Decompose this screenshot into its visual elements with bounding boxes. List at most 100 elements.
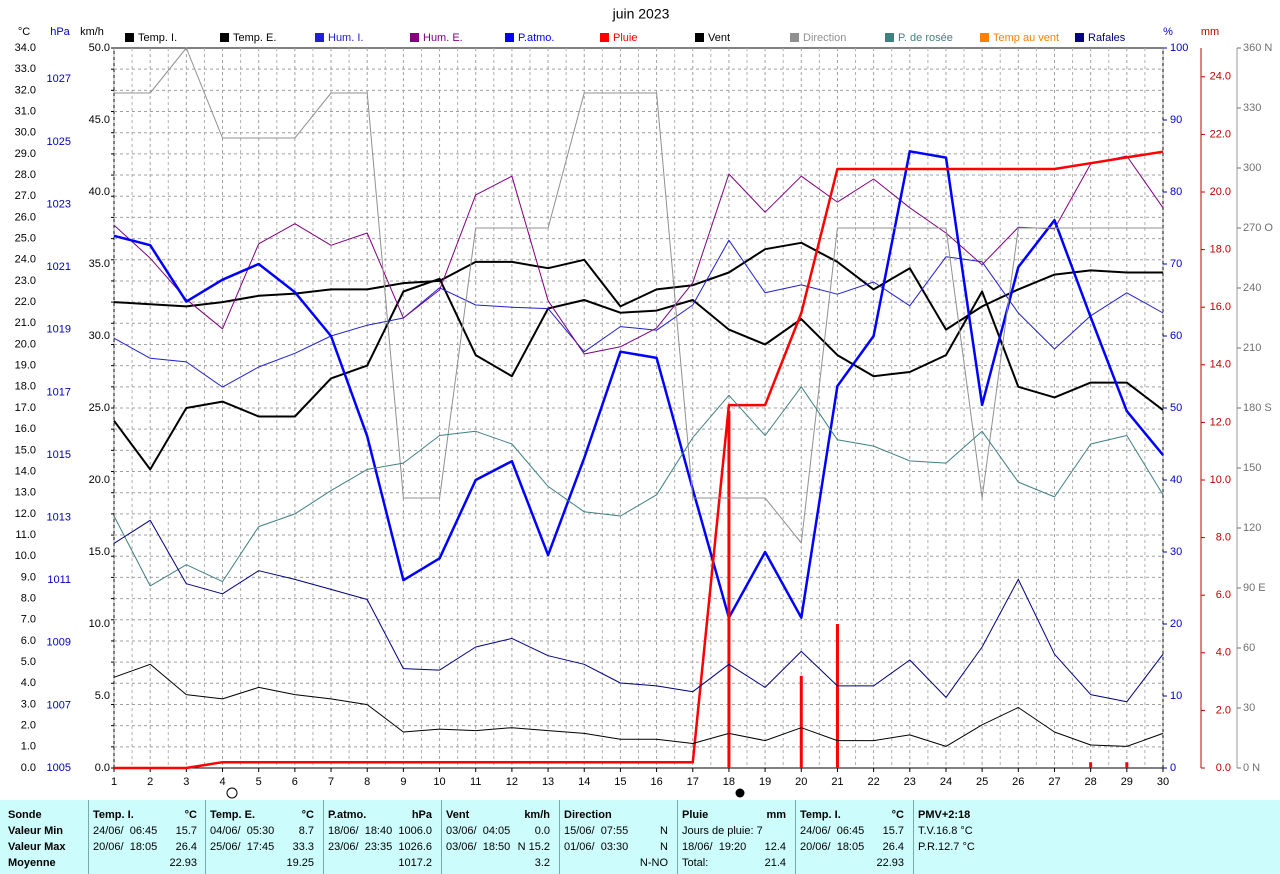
cell-left: 15/06/ 07:55: [564, 825, 629, 837]
tick-label: 15.0: [15, 444, 36, 456]
tick-label: 28.0: [15, 169, 36, 181]
column-unit: km/h: [524, 809, 550, 821]
tick-label: 90: [1170, 114, 1182, 126]
tick-label: 9.0: [21, 571, 36, 583]
tick-label: 2.0: [21, 720, 36, 732]
tick-label: 50.0: [89, 42, 110, 54]
rain-bar: [1089, 762, 1093, 768]
tick-label: 60: [1243, 642, 1255, 654]
tick-label: 1011: [47, 574, 71, 586]
x-tick-label: 4: [219, 776, 225, 788]
column-separator: [677, 800, 678, 874]
legend-swatch: [1075, 33, 1084, 42]
tick-label: 4.0: [1216, 647, 1231, 659]
tick-label: 12.0: [1210, 416, 1231, 428]
legend-swatch: [885, 33, 894, 42]
x-tick-label: 17: [687, 776, 699, 788]
x-tick-label: 14: [578, 776, 590, 788]
moon-phase: [226, 787, 238, 799]
legend-swatch: [220, 33, 229, 42]
cell-left: 20/06/ 18:05: [93, 841, 158, 853]
cell-right: 1006.0: [398, 825, 432, 837]
x-tick-label: 2: [147, 776, 153, 788]
cell-left: Jours de pluie: 7: [682, 825, 763, 837]
column-unit: °C: [891, 809, 904, 821]
tick-label: 20.0: [89, 474, 110, 486]
tick-label: 1025: [47, 136, 71, 148]
column-head: Temp. I.: [800, 809, 841, 821]
legend-swatch: [315, 33, 324, 42]
cell-left: 18/06/ 19:20: [682, 841, 747, 853]
tick-label: 12.0: [15, 508, 36, 520]
tick-label: 0 N: [1243, 762, 1260, 774]
tick-label: 29.0: [15, 148, 36, 160]
axis-title: mm: [1201, 26, 1219, 38]
tick-label: 270 O: [1243, 222, 1273, 234]
legend-swatch: [125, 33, 134, 42]
legend-label: Temp. I.: [138, 32, 177, 44]
tick-label: 10.0: [1210, 474, 1231, 486]
tick-label: 120: [1243, 522, 1261, 534]
x-tick-label: 5: [256, 776, 262, 788]
tick-label: 1019: [47, 324, 71, 336]
legend-label: Hum. E.: [423, 32, 463, 44]
x-tick-label: 10: [433, 776, 445, 788]
tick-label: 80: [1170, 186, 1182, 198]
tick-label: 22.0: [15, 296, 36, 308]
tick-label: 33.0: [15, 63, 36, 75]
tick-label: 18.0: [1210, 244, 1231, 256]
tick-label: 5.0: [95, 690, 110, 702]
tick-label: 0.0: [1216, 762, 1231, 774]
x-tick-label: 26: [1012, 776, 1024, 788]
tick-label: 3.0: [21, 698, 36, 710]
x-tick-label: 12: [506, 776, 518, 788]
axis-title: %: [1163, 26, 1173, 38]
tick-label: 7.0: [21, 614, 36, 626]
tick-label: 26.0: [15, 211, 36, 223]
series-line: [113, 519, 1164, 703]
cell-right: 22.93: [876, 857, 904, 869]
cell-left: 03/06/ 04:05: [446, 825, 511, 837]
tick-label: 18.0: [15, 381, 36, 393]
series-line: [113, 150, 1164, 619]
legend-swatch: [600, 33, 609, 42]
x-tick-label: 6: [292, 776, 298, 788]
tick-label: 330: [1243, 102, 1261, 114]
series-line: [113, 386, 1164, 587]
cell-left: T.V.16.8 °C: [918, 825, 973, 837]
series-line: [113, 277, 1164, 471]
cell-left: 20/06/ 18:05: [800, 841, 865, 853]
x-tick-label: 28: [1085, 776, 1097, 788]
x-tick-label: 29: [1121, 776, 1133, 788]
cell-right: 21.4: [764, 857, 786, 869]
tick-label: 90 E: [1243, 582, 1266, 594]
tick-label: 17.0: [15, 402, 36, 414]
tick-label: 4.0: [21, 677, 36, 689]
tick-label: 20: [1170, 618, 1182, 630]
cell-right: N 15.2: [517, 841, 550, 853]
cell-left: 04/06/ 05:30: [210, 825, 275, 837]
x-tick-label: 11: [470, 776, 481, 788]
legend-swatch: [980, 33, 989, 42]
legend-label: Rafales: [1088, 32, 1126, 44]
x-tick-label: 18: [723, 776, 735, 788]
legend-swatch: [790, 33, 799, 42]
rain-bar: [1125, 762, 1129, 768]
x-tick-label: 16: [650, 776, 662, 788]
tick-label: 13.0: [15, 487, 36, 499]
rain-bar: [727, 410, 731, 768]
summary-panel: Sonde Valeur Min Valeur Max Moyenne Temp. I.…: [0, 800, 1280, 874]
tick-label: 10: [1170, 690, 1182, 702]
cell-right: 3.2: [534, 857, 550, 869]
tick-label: 1023: [47, 198, 71, 210]
tick-label: 30: [1243, 702, 1255, 714]
tick-label: 16.0: [1210, 301, 1231, 313]
tick-label: 14.0: [15, 465, 36, 477]
cell-left: P.R.12.7 °C: [918, 841, 975, 853]
axis-title: hPa: [50, 26, 70, 38]
tick-label: 70: [1170, 258, 1182, 270]
tick-label: 1009: [47, 637, 71, 649]
tick-label: 0.0: [95, 762, 110, 774]
tick-label: 30.0: [15, 127, 36, 139]
